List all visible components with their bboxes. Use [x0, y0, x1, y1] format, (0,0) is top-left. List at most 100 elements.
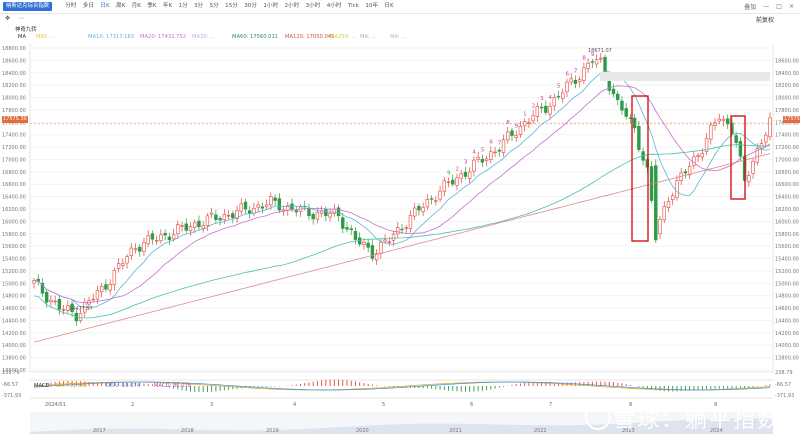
- macd-tick-right-0: 238.79: [775, 370, 793, 376]
- candle-body-170: [751, 160, 755, 174]
- price-tick-left-8: 17200.00: [2, 145, 26, 151]
- candle-body-154: [683, 171, 688, 174]
- price-tick-left-17: 15400.00: [2, 257, 26, 263]
- period-tab-4[interactable]: 月K: [131, 3, 141, 9]
- candle-body-36: [184, 223, 188, 231]
- candle-body-128: [573, 79, 578, 84]
- main-indicator-label[interactable]: 神奇九转: [15, 27, 37, 33]
- price-tick-left-21: 14600.00: [2, 306, 26, 312]
- candle-body-74: [345, 227, 349, 230]
- macd-tick-left-2: -371.93: [2, 393, 21, 399]
- overlay-button[interactable]: 叠加: [744, 4, 757, 11]
- period-tab-12[interactable]: 1小时: [263, 3, 279, 9]
- candle-body-65: [307, 208, 311, 217]
- navigator-area: [30, 418, 773, 434]
- period-tab-5[interactable]: 季K: [147, 3, 157, 9]
- candle-body-69: [324, 209, 328, 217]
- period-tab-18[interactable]: 日K: [384, 3, 394, 9]
- setup-count-7: 8: [506, 120, 510, 126]
- setup-count-11: 3: [540, 96, 544, 102]
- setup-count-3: 4: [472, 150, 476, 156]
- year-label-5: 2022: [534, 428, 547, 434]
- candle-body-15: [95, 290, 100, 300]
- macd-label[interactable]: MACD: [34, 383, 50, 389]
- period-tab-9[interactable]: 5分: [209, 3, 219, 9]
- candle-body-90: [412, 207, 417, 217]
- price-tick-right-5: 17600.00: [775, 120, 799, 126]
- candle-body-104: [472, 159, 476, 172]
- period-tab-8[interactable]: 3分: [194, 3, 204, 9]
- price-tick-left-0: 18800.00: [2, 46, 26, 52]
- candle-body-94: [429, 198, 434, 200]
- period-tab-14[interactable]: 3小时: [305, 3, 321, 9]
- period-tab-0[interactable]: 分时: [65, 3, 77, 9]
- period-tab-2[interactable]: 日K: [100, 3, 110, 9]
- candle-body-23: [129, 247, 133, 257]
- setup-count-10: 2: [532, 103, 536, 109]
- candle-body-42: [209, 212, 214, 215]
- candle-body-7: [61, 309, 66, 311]
- macd-dea-value: DEA: -10.674: [106, 383, 141, 389]
- year-label-7: 2024: [710, 428, 723, 434]
- symbol-tab[interactable]: 纳斯达克综合指数: [3, 2, 53, 11]
- period-tab-13[interactable]: 2小时: [284, 3, 300, 9]
- candle-body-82: [379, 241, 383, 254]
- setup-count-8: 9: [515, 124, 519, 130]
- candle-body-43: [214, 214, 218, 220]
- setup-count-0: 9: [447, 171, 451, 177]
- candle-body-9: [70, 303, 74, 312]
- macd-dif-line: [33, 381, 771, 391]
- chart-toolbar: ✥ ⋯ 前复权: [0, 13, 800, 25]
- candle-body-93: [425, 199, 430, 208]
- candle-body-161: [713, 122, 717, 127]
- period-tab-3[interactable]: 周K: [115, 3, 126, 9]
- period-tab-17[interactable]: 10年: [365, 3, 379, 9]
- price-tick-right-1: 18400.00: [775, 71, 799, 77]
- setup-count-4: 5: [481, 148, 485, 154]
- price-tick-right-10: 16600.00: [775, 182, 799, 188]
- period-tab-1[interactable]: 多日: [82, 3, 94, 9]
- candle-body-40: [201, 225, 205, 229]
- candle-body-163: [721, 118, 726, 122]
- price-tick-right-12: 16200.00: [775, 207, 799, 213]
- candle-body-91: [417, 205, 421, 211]
- setup-count-1: 2: [455, 167, 459, 173]
- candle-body-131: [586, 62, 590, 69]
- candle-body-46: [226, 215, 231, 217]
- close-icon[interactable]: ×: [788, 3, 794, 10]
- period-tab-16[interactable]: Tick: [347, 3, 359, 9]
- candle-body-19: [112, 270, 117, 286]
- current-price-tag-left: 17575.30: [2, 116, 28, 123]
- setup-count-15: 7: [574, 69, 578, 75]
- candle-body-55: [264, 204, 269, 208]
- price-tick-left-4: 18000.00: [2, 96, 26, 102]
- period-tab-15[interactable]: 4小时: [326, 3, 342, 9]
- month-label-0: 2024/01: [45, 402, 66, 408]
- minimize-icon[interactable]: —: [763, 3, 770, 10]
- candle-body-57: [273, 197, 277, 201]
- period-tab-7[interactable]: 1分: [178, 3, 188, 9]
- candle-body-18: [108, 283, 112, 291]
- candle-body-22: [125, 256, 129, 264]
- ma60-line: [33, 144, 771, 319]
- period-tab-6[interactable]: 年K: [162, 3, 173, 9]
- price-tick-left-11: 16600.00: [2, 182, 26, 188]
- maximize-icon[interactable]: □: [776, 3, 782, 10]
- period-tab-11[interactable]: 30分: [244, 3, 257, 9]
- candle-body-73: [341, 217, 345, 229]
- window-controls: 叠加 — □ ×: [744, 2, 794, 11]
- adjust-mode-button[interactable]: 前复权: [756, 17, 775, 24]
- candle-body-39: [197, 220, 201, 228]
- candle-body-115: [518, 126, 523, 135]
- candle-body-49: [239, 203, 243, 212]
- more-icon[interactable]: ⋯: [18, 15, 24, 22]
- ma-label[interactable]: MA: [18, 34, 27, 40]
- year-label-6: 2023: [622, 428, 635, 434]
- crosshair-icon[interactable]: ✥: [5, 15, 11, 22]
- macd-tick-right-2: -371.93: [775, 393, 794, 399]
- candle-body-32: [167, 236, 172, 241]
- low-annotation: 14477.57: [69, 306, 93, 312]
- period-tab-10[interactable]: 15分: [225, 3, 238, 9]
- candle-body-72: [336, 207, 341, 217]
